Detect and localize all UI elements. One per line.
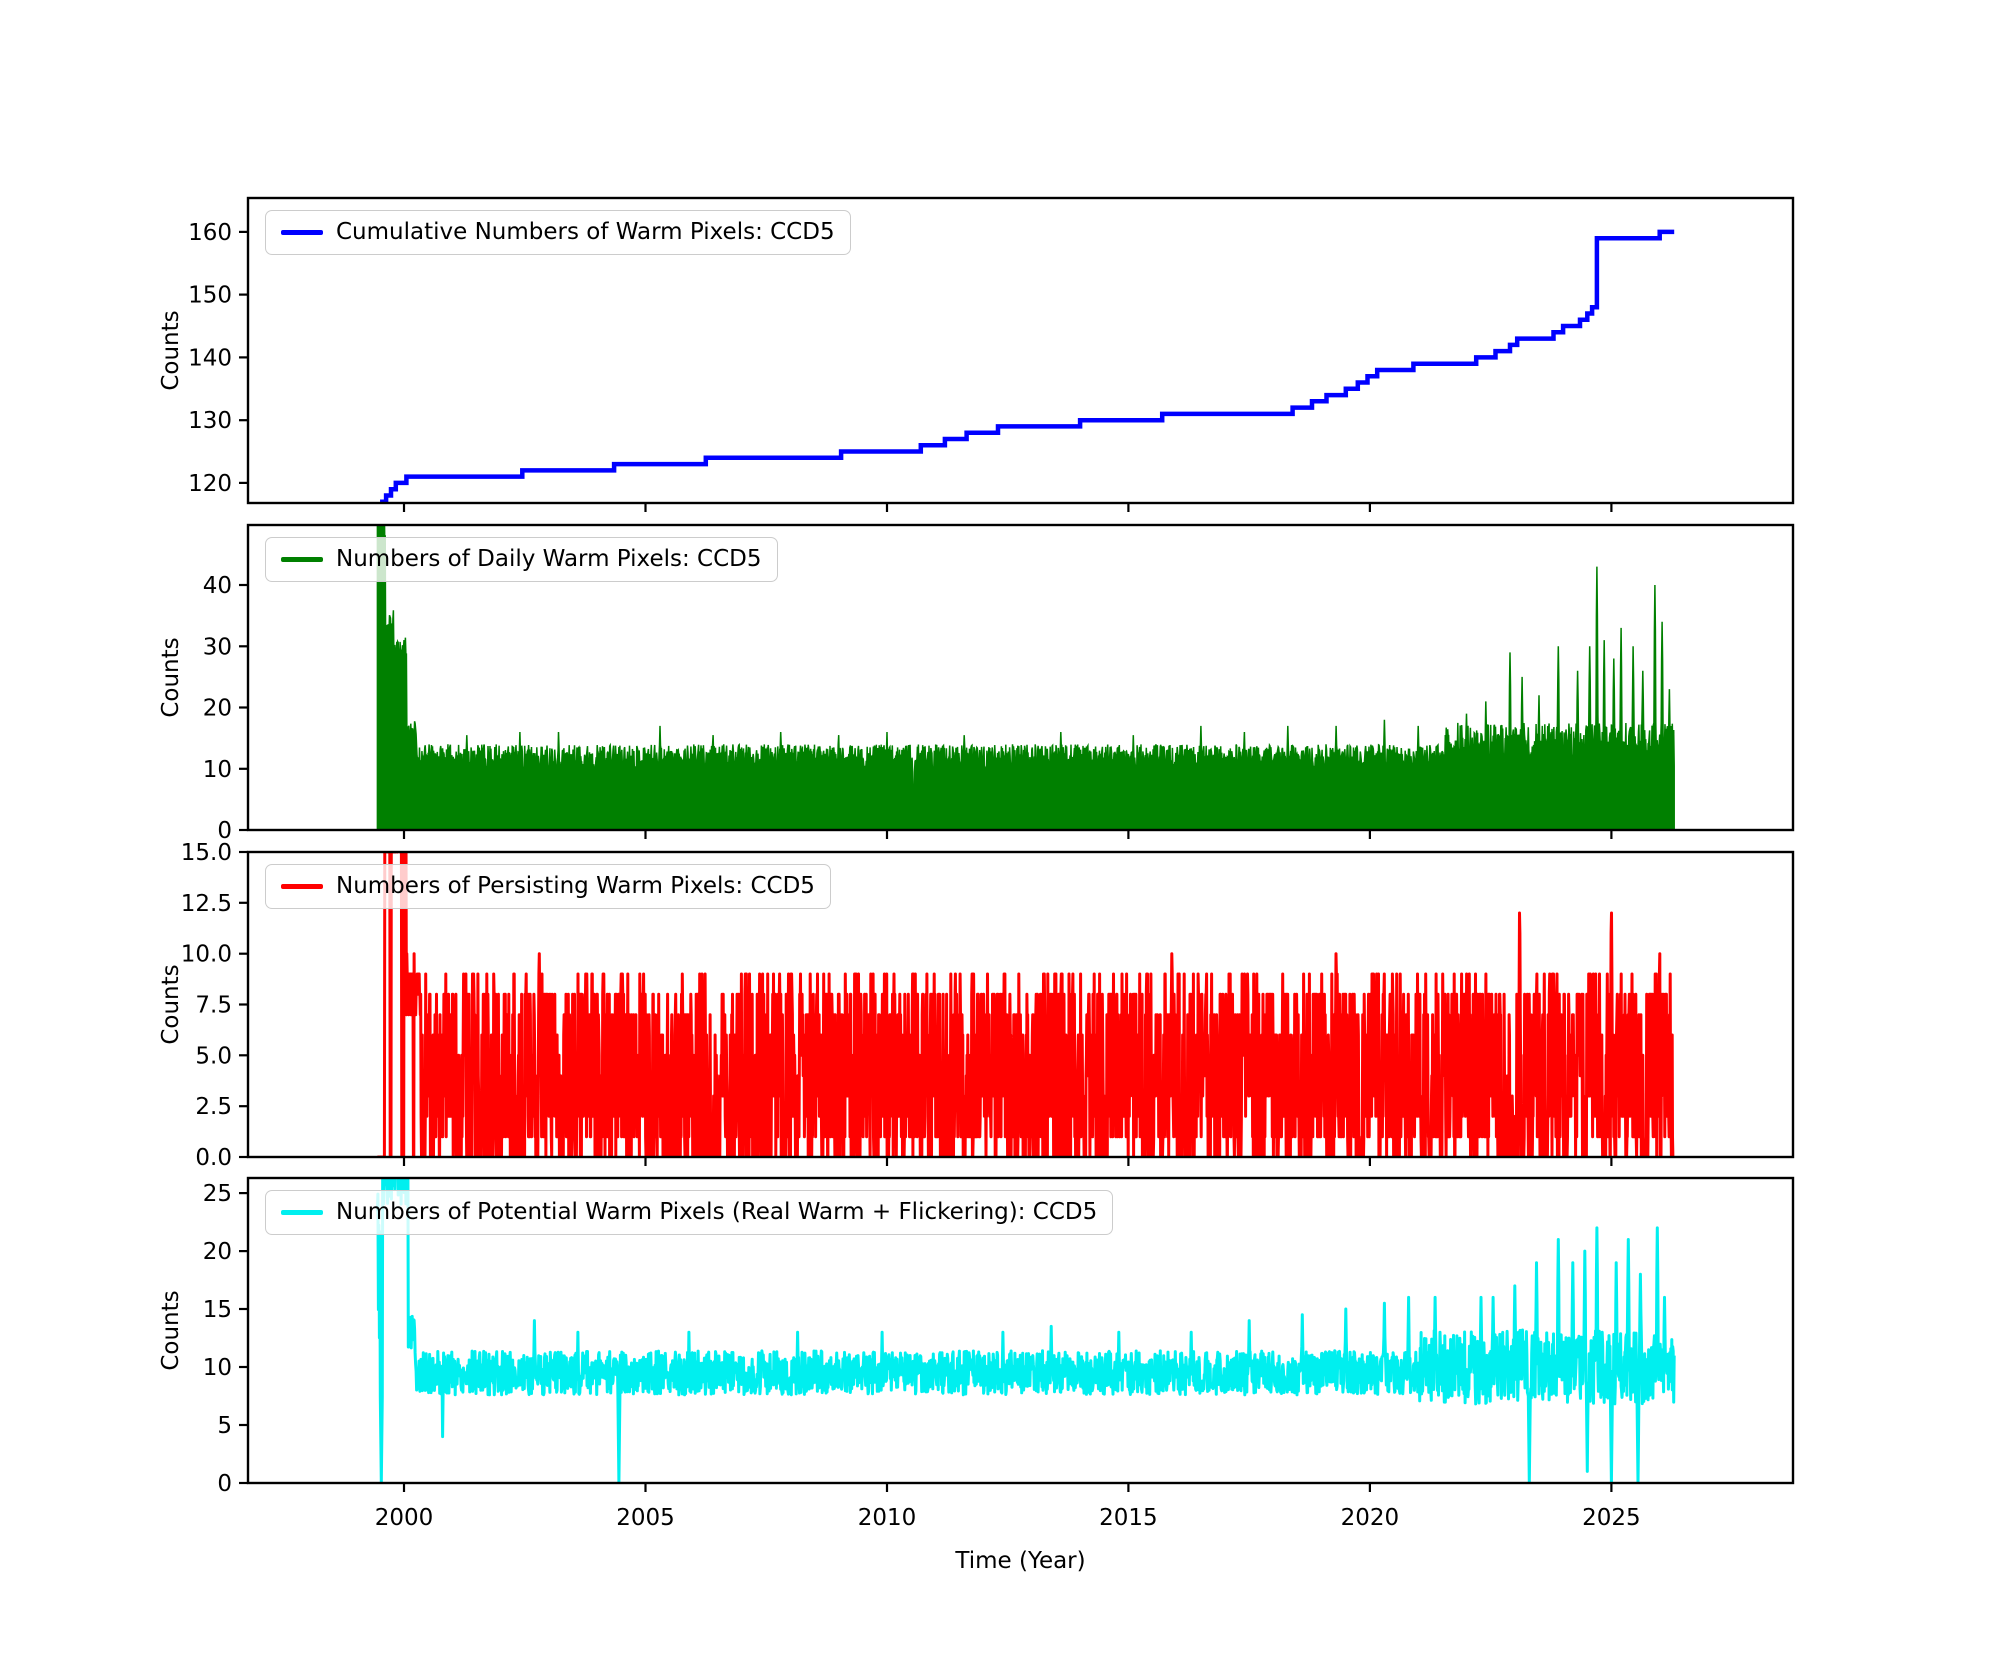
svg-text:15: 15	[203, 1297, 232, 1323]
series-potential	[375, 1178, 1676, 1483]
series-daily	[376, 525, 1675, 830]
svg-text:2020: 2020	[1341, 1505, 1400, 1531]
svg-text:0.0: 0.0	[195, 1145, 232, 1171]
svg-text:0: 0	[217, 1471, 232, 1497]
panel-daily: 0 10 20 30 40	[203, 523, 1795, 844]
series-persisting	[376, 852, 1676, 1157]
svg-text:7.5: 7.5	[195, 993, 232, 1019]
svg-text:130: 130	[188, 408, 232, 434]
panel-persisting: 0.0 2.5 5.0 7.5 10.0 12.5 15.0	[181, 840, 1795, 1171]
panel-frame-daily	[246, 523, 1795, 832]
svg-text:25: 25	[203, 1181, 232, 1207]
svg-text:15.0: 15.0	[181, 840, 232, 866]
svg-text:160: 160	[188, 220, 232, 246]
svg-text:2010: 2010	[858, 1505, 917, 1531]
svg-text:20: 20	[203, 1239, 232, 1265]
svg-text:2015: 2015	[1099, 1505, 1158, 1531]
svg-text:150: 150	[188, 283, 232, 309]
svg-text:10: 10	[203, 757, 232, 783]
svg-text:10.0: 10.0	[181, 942, 232, 968]
series-cumulative	[380, 229, 1675, 503]
svg-text:120: 120	[188, 471, 232, 497]
svg-text:30: 30	[203, 634, 232, 660]
svg-text:5.0: 5.0	[195, 1043, 232, 1069]
svg-text:5: 5	[217, 1413, 232, 1439]
panel-frame-potential	[246, 1176, 1795, 1485]
svg-text:2005: 2005	[616, 1505, 675, 1531]
svg-text:0: 0	[217, 818, 232, 844]
svg-text:10: 10	[203, 1355, 232, 1381]
svg-text:2000: 2000	[375, 1505, 434, 1531]
svg-text:2.5: 2.5	[195, 1094, 232, 1120]
svg-text:140: 140	[188, 345, 232, 371]
svg-text:2025: 2025	[1582, 1505, 1641, 1531]
svg-text:12.5: 12.5	[181, 891, 232, 917]
svg-text:40: 40	[203, 573, 232, 599]
panel-cumulative: 120 130 140 150 160	[188, 196, 1795, 512]
svg-text:20: 20	[203, 696, 232, 722]
panel-frame-cumulative	[246, 196, 1795, 505]
